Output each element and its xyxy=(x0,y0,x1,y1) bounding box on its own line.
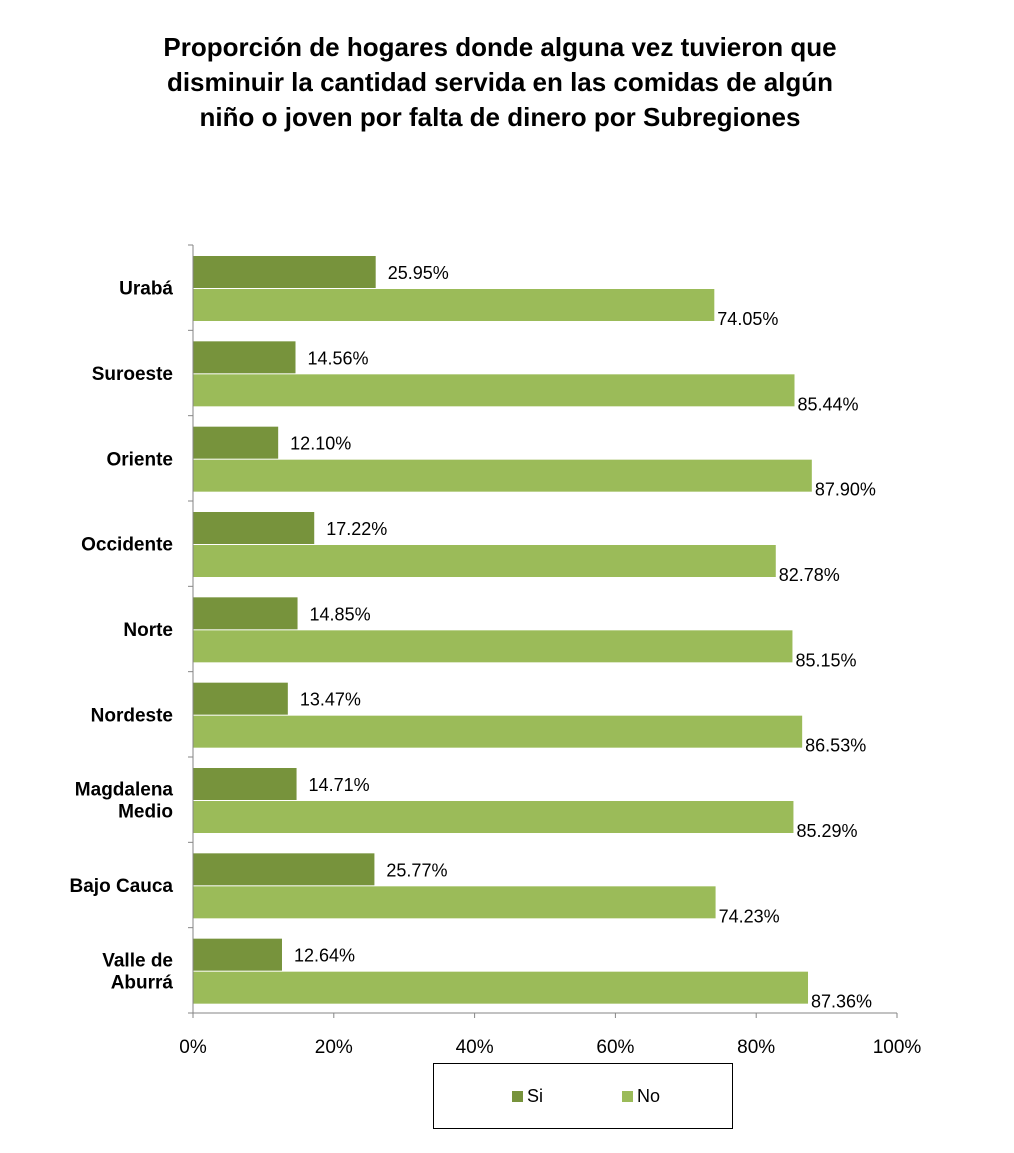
category-label: Occidente xyxy=(81,535,173,556)
category-label: Magdalena Medio xyxy=(75,780,174,823)
x-tick-label: 20% xyxy=(315,1037,353,1058)
legend: Si No xyxy=(433,1063,733,1129)
legend-label-si: Si xyxy=(527,1086,544,1106)
bar-si xyxy=(193,853,375,886)
category-label-line: Oriente xyxy=(106,449,173,470)
bar-si xyxy=(193,597,298,630)
category-label-line: Occidente xyxy=(81,535,173,556)
data-label-no: 82.78% xyxy=(779,565,840,585)
bar-no xyxy=(193,374,795,407)
category-label-line: Urabá xyxy=(119,279,173,300)
chart-title-line: Proporción de hogares donde alguna vez t… xyxy=(163,32,837,62)
category-label: Urabá xyxy=(119,279,173,300)
category-label-line: Magdalena xyxy=(75,780,174,801)
data-label-si: 14.71% xyxy=(309,775,370,795)
data-label-no: 85.15% xyxy=(795,650,856,670)
x-tick-label: 100% xyxy=(873,1037,922,1058)
legend-swatch-no xyxy=(622,1090,633,1102)
bar-no xyxy=(193,971,809,1004)
legend-label-no: No xyxy=(637,1086,661,1106)
bar-no xyxy=(193,715,803,748)
bar-no xyxy=(193,801,794,833)
bar-no xyxy=(193,289,715,321)
x-tick-label: 80% xyxy=(737,1037,775,1058)
category-label: Nordeste xyxy=(91,705,173,726)
data-label-si: 25.77% xyxy=(386,860,447,880)
x-tick-label: 60% xyxy=(596,1037,634,1058)
chart-title-line: niño o joven por falta de dinero por Sub… xyxy=(199,102,801,132)
bar-si xyxy=(193,682,288,715)
data-label-no: 74.23% xyxy=(719,906,780,926)
bar-si xyxy=(193,938,282,971)
data-label-no: 74.05% xyxy=(717,309,778,329)
data-label-si: 17.22% xyxy=(326,519,387,539)
category-label-line: Medio xyxy=(118,802,173,823)
bar-si xyxy=(193,256,376,288)
x-tick-label: 0% xyxy=(179,1037,207,1058)
data-label-no: 87.90% xyxy=(815,480,876,500)
bar-no xyxy=(193,459,812,492)
legend-item-no: No xyxy=(622,1086,660,1106)
category-label: Bajo Cauca xyxy=(70,876,174,897)
data-label-si: 14.56% xyxy=(308,348,369,368)
category-label-line: Suroeste xyxy=(92,364,173,385)
x-tick-label: 40% xyxy=(456,1037,494,1058)
data-label-si: 13.47% xyxy=(300,690,361,710)
data-label-no: 85.44% xyxy=(797,394,858,414)
data-label-si: 12.10% xyxy=(290,434,351,454)
data-label-no: 87.36% xyxy=(811,992,872,1012)
category-label-line: Nordeste xyxy=(91,705,173,726)
chart-title: Proporción de hogares donde alguna vez t… xyxy=(60,30,940,135)
legend-item-si: Si xyxy=(512,1086,543,1106)
data-label-si: 25.95% xyxy=(388,263,449,283)
data-label-si: 14.85% xyxy=(310,604,371,624)
category-label-line: Valle de xyxy=(102,950,173,971)
category-label: Valle de Aburrá xyxy=(102,950,173,993)
data-label-no: 85.29% xyxy=(796,821,857,841)
category-label: Suroeste xyxy=(92,364,173,385)
bar-si xyxy=(193,341,296,374)
category-label-line: Aburrá xyxy=(111,972,174,993)
bar-no xyxy=(193,886,716,919)
legend-swatch-si xyxy=(512,1090,523,1102)
chart-title-line: disminuir la cantidad servida en las com… xyxy=(166,67,834,97)
bar-no xyxy=(193,545,776,577)
bar-si xyxy=(193,426,279,459)
bar-no xyxy=(193,630,793,663)
bar-si xyxy=(193,512,315,544)
category-label-line: Bajo Cauca xyxy=(70,876,174,897)
data-label-si: 12.64% xyxy=(294,946,355,966)
data-label-no: 86.53% xyxy=(805,736,866,756)
bar-si xyxy=(193,768,297,800)
category-label-line: Norte xyxy=(123,620,173,641)
category-label: Oriente xyxy=(106,449,173,470)
category-label: Norte xyxy=(123,620,173,641)
